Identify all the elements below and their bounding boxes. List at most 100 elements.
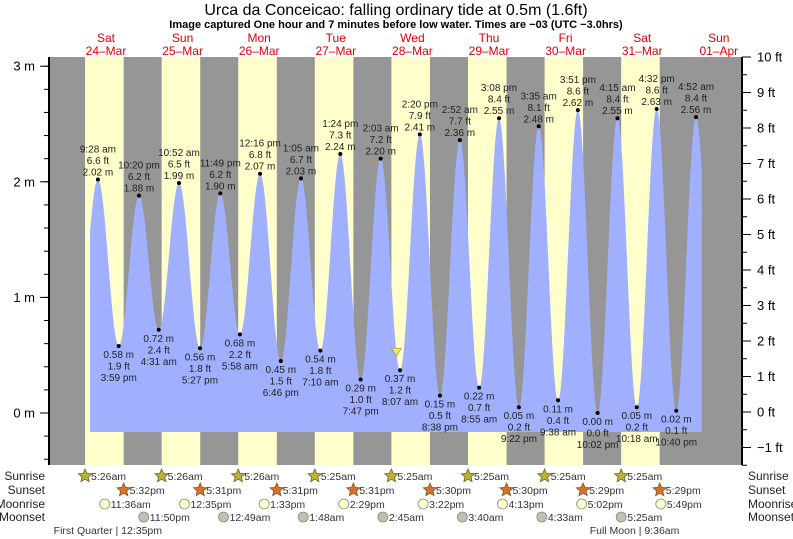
sunrise-icon bbox=[536, 467, 553, 483]
low-tide-label: 0.37 m bbox=[385, 374, 416, 385]
low-tide-label: 2.2 ft bbox=[229, 350, 251, 361]
day-label-date: 30–Mar bbox=[545, 44, 586, 58]
sunset-time: 5:31pm bbox=[283, 485, 318, 497]
high-tide-label: 9:28 am bbox=[80, 144, 116, 155]
sunset-time: 5:29pm bbox=[666, 485, 701, 497]
high-tide-label: 7.2 ft bbox=[370, 135, 392, 146]
low-tide-point bbox=[116, 343, 121, 348]
sunset-icon bbox=[575, 481, 591, 497]
moonrise-row-label-right: Moonrise bbox=[748, 497, 793, 511]
right-tick-label: 5 ft bbox=[757, 227, 775, 242]
day-label-date: 31–Mar bbox=[622, 44, 663, 58]
day-label-weekday: Wed bbox=[400, 31, 424, 45]
right-tick-label: 10 ft bbox=[757, 50, 783, 65]
low-tide-label: 9:22 pm bbox=[501, 434, 537, 445]
low-tide-label: 0.54 m bbox=[305, 355, 336, 366]
low-tide-label: 0.7 ft bbox=[468, 403, 490, 414]
day-label-date: 29–Mar bbox=[469, 44, 510, 58]
low-tide-point bbox=[516, 405, 521, 410]
left-tick-label: 2 m bbox=[13, 174, 35, 189]
right-tick-label: 4 ft bbox=[757, 263, 775, 278]
high-tide-label: 2.63 m bbox=[641, 97, 672, 108]
moonrise-time: 1:33pm bbox=[270, 499, 305, 511]
day-label-weekday: Sun bbox=[708, 31, 729, 45]
right-tick-label: 2 ft bbox=[757, 334, 775, 349]
day-label-date: 26–Mar bbox=[239, 44, 280, 58]
moonrise-icon bbox=[179, 498, 190, 510]
sunrise-time: 5:25am bbox=[321, 471, 356, 483]
low-tide-label: 0.29 m bbox=[345, 383, 376, 394]
high-tide-label: 2.24 m bbox=[325, 142, 356, 153]
moonset-icon bbox=[457, 511, 468, 523]
high-tide-label: 1:05 am bbox=[283, 143, 319, 154]
moonrise-icon bbox=[258, 498, 270, 510]
high-tide-label: 4:15 am bbox=[599, 83, 635, 94]
low-tide-label: 7:10 am bbox=[302, 378, 338, 389]
high-tide-label: 2.55 m bbox=[484, 106, 515, 117]
low-tide-label: 0.72 m bbox=[143, 334, 174, 345]
sunset-icon bbox=[192, 481, 208, 497]
tide-area bbox=[89, 108, 702, 433]
day-label-weekday: Sat bbox=[633, 31, 652, 45]
moonrise-time: 4:13pm bbox=[508, 499, 543, 511]
high-tide-label: 2:52 am bbox=[442, 105, 478, 116]
extreme-labels: 9:28 am6.6 ft2.02 m 0.58 m1.9 ft3:59 pm 10… bbox=[80, 74, 714, 451]
high-tide-point bbox=[298, 176, 303, 181]
moonset-time: 3:40am bbox=[468, 512, 503, 524]
low-tide-label: 5:58 am bbox=[222, 361, 258, 372]
sunset-icon bbox=[345, 481, 362, 497]
moonset-time: 5:25am bbox=[627, 512, 662, 524]
low-tide-point bbox=[674, 408, 679, 413]
high-tide-label: 3:51 pm bbox=[560, 75, 596, 86]
right-tick-label: 9 ft bbox=[757, 85, 775, 100]
high-tide-label: 12:16 pm bbox=[239, 139, 281, 150]
low-tide-label: 0.05 m bbox=[504, 411, 535, 422]
sunrise-time: 5:26am bbox=[168, 471, 203, 483]
low-tide-point bbox=[556, 398, 561, 403]
low-tide-label: 0.11 m bbox=[543, 404, 573, 415]
right-tick-label: 0 ft bbox=[757, 405, 775, 420]
low-tide-label: 1.8 ft bbox=[309, 366, 331, 377]
sunrise-row-label-right: Sunrise bbox=[748, 469, 789, 483]
low-tide-point bbox=[398, 368, 403, 373]
low-tide-point bbox=[318, 348, 323, 353]
right-tick-label: −1 ft bbox=[757, 440, 783, 455]
sunset-time: 5:30pm bbox=[513, 485, 548, 497]
low-tide-label: 0.45 m bbox=[266, 365, 297, 376]
low-tide-label: 3:59 pm bbox=[101, 373, 137, 384]
low-tide-label: 0.00 m bbox=[582, 417, 613, 428]
high-tide-label: 11:49 pm bbox=[200, 158, 241, 169]
sunset-time: 5:31pm bbox=[206, 485, 241, 497]
sunrise-time: 5:26am bbox=[244, 471, 279, 483]
chart-title: Urca da Conceicao: falling ordinary tide… bbox=[204, 2, 587, 19]
high-tide-point bbox=[136, 193, 141, 198]
low-tide-label: 10:40 pm bbox=[655, 438, 697, 449]
moonrise-time: 5:49pm bbox=[667, 499, 702, 511]
current-time-marker bbox=[390, 347, 402, 357]
low-tide-point bbox=[156, 327, 161, 332]
tide-fill bbox=[89, 108, 702, 433]
moonrise-time: 2:29pm bbox=[350, 499, 385, 511]
right-tick-label: 3 ft bbox=[757, 298, 775, 313]
high-tide-label: 2.02 m bbox=[83, 167, 114, 178]
day-label-date: 24–Mar bbox=[86, 44, 127, 58]
low-tide-label: 0.4 ft bbox=[547, 416, 569, 427]
high-tide-point bbox=[95, 177, 100, 182]
sunset-time: 5:32pm bbox=[130, 485, 165, 497]
high-tide-point bbox=[258, 171, 263, 176]
high-tide-point bbox=[378, 156, 383, 161]
high-tide-point bbox=[218, 191, 223, 196]
low-tide-label: 1.0 ft bbox=[350, 395, 372, 406]
high-tide-label: 2.07 m bbox=[245, 162, 276, 173]
high-tide-label: 2.48 m bbox=[523, 114, 554, 125]
moonrise-icon bbox=[338, 498, 350, 510]
moonset-time: 11:50pm bbox=[150, 512, 190, 524]
high-tide-point bbox=[338, 152, 343, 157]
day-label-weekday: Sun bbox=[172, 31, 193, 45]
moonset-icon bbox=[138, 511, 150, 523]
low-tide-label: 1.8 ft bbox=[189, 364, 211, 375]
high-tide-label: 4:32 pm bbox=[639, 74, 675, 85]
moonset-icon bbox=[218, 511, 229, 523]
right-tick-label: 7 ft bbox=[757, 156, 775, 171]
